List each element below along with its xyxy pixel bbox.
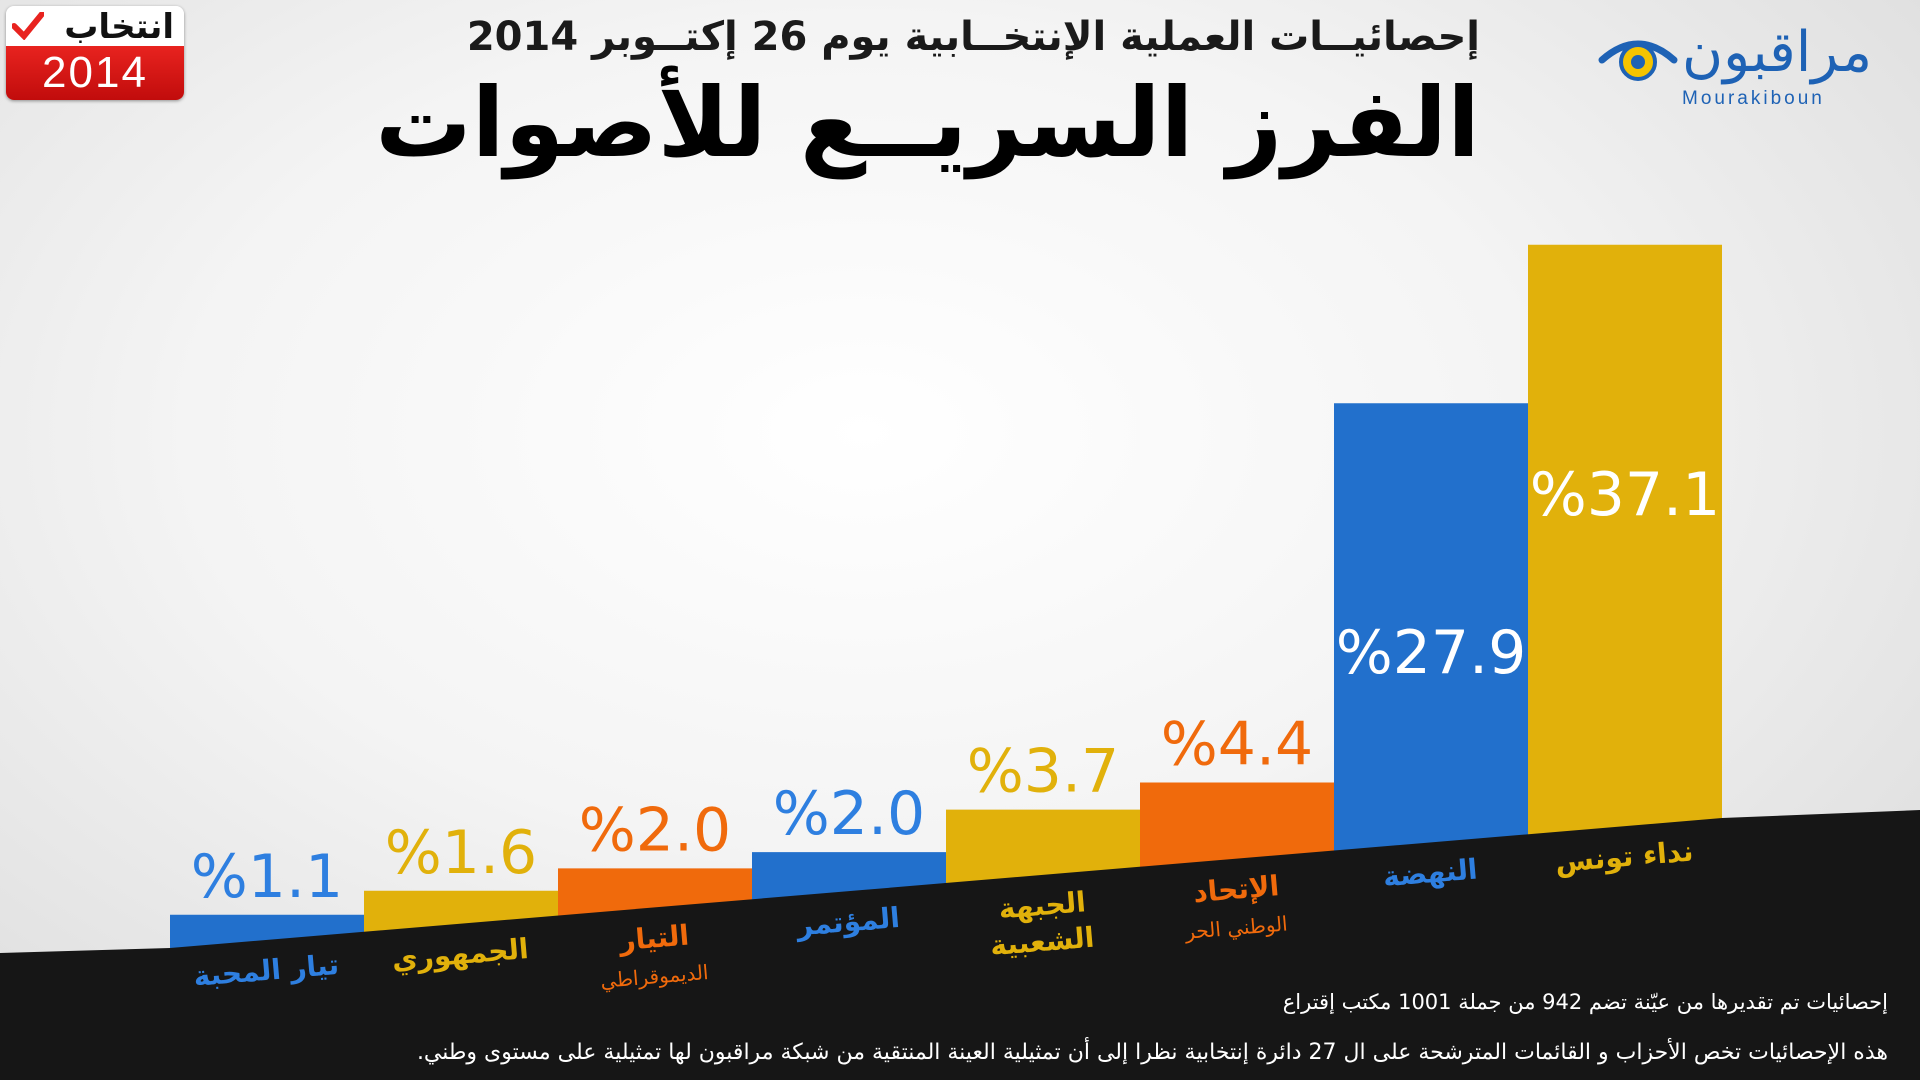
logo-latin: Mourakiboun (1682, 88, 1825, 109)
value-label-6: %27.9 (1336, 618, 1527, 688)
value-label-5: %4.4 (1161, 710, 1313, 780)
category-label-5: الإتحاد (1192, 869, 1280, 909)
value-label-1: %1.6 (385, 818, 537, 888)
badge-word: انتخاب (64, 7, 174, 47)
badge-year: 2014 (6, 46, 184, 100)
bottom-band (0, 810, 1920, 1080)
page-subtitle: إحصائيــات العملية الإنتخــابية يوم 26 إ… (466, 14, 1480, 60)
value-label-7: %37.1 (1530, 460, 1721, 530)
category-label-6: النهضة (1382, 853, 1479, 894)
value-label-2: %2.0 (579, 795, 731, 865)
value-label-0: %1.1 (191, 842, 343, 912)
eye-icon (1598, 40, 1678, 81)
value-label-4: %3.7 (967, 737, 1119, 807)
bar-0 (170, 914, 364, 952)
footer-note-scope: هذه الإحصائيات تخص الأحزاب و القائمات ال… (416, 1040, 1888, 1065)
bar-4 (946, 809, 1140, 887)
checkmark-icon (12, 12, 44, 40)
election-2014-badge: انتخاب 2014 (6, 6, 184, 100)
bar-7 (1528, 244, 1722, 839)
bar-5 (1140, 782, 1334, 871)
category-label-4: الجبهة (997, 885, 1087, 925)
logo-arabic: مراقبون (1682, 20, 1873, 85)
mourakiboun-logo: مراقبون Mourakiboun (1596, 20, 1906, 110)
bar-6 (1334, 403, 1528, 855)
bar-1 (364, 890, 558, 936)
value-label-3: %2.0 (773, 779, 925, 849)
page-title: الفرز السريــع للأصوات (375, 67, 1480, 179)
category-label-2: التيار (616, 919, 690, 958)
footer-note-sample: إحصائيات تم تقديرها من عيّنة تضم 942 من … (1282, 990, 1888, 1014)
